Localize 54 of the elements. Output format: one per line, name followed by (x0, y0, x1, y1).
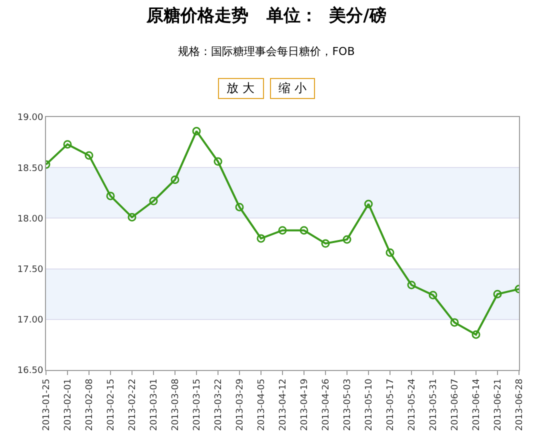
x-tick-label: 2013-01-25 (42, 378, 52, 431)
point (342, 235, 352, 244)
x-tick-label: 2013-05-17 (386, 378, 396, 431)
x-tick-label: 2013-03-29 (235, 378, 246, 431)
point (450, 318, 459, 327)
point (170, 175, 180, 184)
y-tick-label: 17.50 (17, 264, 44, 275)
y-tick-label: 17.00 (17, 316, 44, 326)
point (386, 248, 394, 257)
text: 缩 小 (270, 78, 316, 99)
x-tick-label: 2013-04-05 (256, 378, 267, 431)
y-tick-label: 18.50 (17, 164, 44, 174)
x-tick-label: 2013-02-01 (63, 378, 74, 431)
point (84, 151, 94, 160)
point (192, 126, 201, 136)
x-tick-label: 2013-05-10 (364, 378, 374, 431)
x-tick-label: 2013-06-21 (493, 378, 504, 431)
x-tick-label: 2013-03-22 (214, 378, 224, 431)
x-tick-label: 2013-05-03 (342, 378, 353, 431)
x-tick-label: 2013-04-26 (321, 378, 332, 431)
x-tick-label: 2013-04-12 (278, 378, 288, 431)
point (364, 200, 373, 208)
x-tick-label: 2013-02-08 (84, 378, 95, 431)
x-tick-label: 2013-03-15 (192, 378, 202, 431)
text: 放 大 (218, 78, 264, 99)
point (256, 234, 266, 243)
x-tick-label: 2013-04-19 (300, 378, 310, 431)
point (214, 157, 222, 166)
chart-title: 原糖价格走势 单位： 美分/磅 (145, 5, 388, 27)
y-tick-label: 18.00 (17, 214, 44, 224)
x-tick-label: 2013-05-31 (428, 378, 439, 431)
point (278, 226, 287, 235)
x-tick-label: 2013-03-01 (149, 378, 160, 431)
point (106, 192, 115, 200)
point (407, 280, 416, 290)
chart-subtitle: 规格：国际糖理事会每日糖价，FOB (177, 44, 356, 59)
x-tick-label: 2013-02-15 (106, 378, 116, 431)
point (493, 290, 502, 298)
point (235, 202, 244, 212)
point (63, 140, 72, 149)
x-tick-label: 2013-05-24 (407, 378, 418, 431)
x-tick-label: 2013-03-08 (170, 378, 181, 431)
point (128, 212, 136, 222)
y-tick-label: 16.50 (17, 366, 44, 376)
x-tick-label: 2013-02-22 (128, 378, 138, 431)
point (149, 196, 158, 206)
point (321, 239, 330, 248)
point (300, 226, 308, 235)
point (428, 290, 438, 300)
x-tick-label: 2013-06-07 (450, 378, 460, 431)
point (472, 330, 480, 339)
y-tick-label: 19.00 (17, 113, 44, 124)
x-tick-label: 2013-06-14 (472, 378, 482, 431)
x-tick-label: 2013-06-28 (514, 378, 525, 431)
